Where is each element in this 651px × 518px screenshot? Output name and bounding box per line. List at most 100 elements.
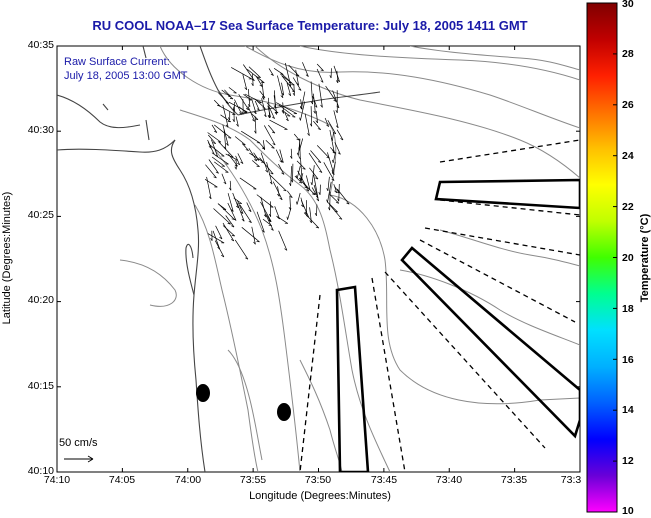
current-vector bbox=[247, 69, 265, 84]
current-vector-head bbox=[263, 214, 267, 218]
current-vector bbox=[311, 187, 317, 195]
current-vector bbox=[278, 104, 296, 118]
current-vector-head bbox=[326, 199, 328, 203]
current-vector-head bbox=[274, 111, 277, 115]
current-vector-head bbox=[281, 172, 285, 175]
plot-frame bbox=[56, 45, 581, 473]
current-vector-head bbox=[299, 117, 301, 121]
current-vector bbox=[329, 193, 340, 204]
current-vector bbox=[332, 161, 336, 174]
current-vector-head bbox=[256, 108, 260, 111]
y-tick-label: 40:10 bbox=[27, 465, 54, 477]
current-vector bbox=[244, 93, 262, 104]
current-vector-head bbox=[280, 95, 284, 98]
current-vector bbox=[231, 67, 252, 80]
current-vector-head bbox=[295, 74, 300, 77]
current-vector-head bbox=[320, 104, 323, 108]
current-vector bbox=[205, 164, 217, 179]
current-vector bbox=[207, 132, 222, 143]
current-vector-head bbox=[225, 102, 229, 104]
current-vector bbox=[255, 76, 263, 87]
current-vector bbox=[224, 89, 232, 98]
current-vector-head bbox=[296, 201, 298, 205]
current-vector bbox=[221, 173, 227, 185]
current-vector-head bbox=[316, 198, 319, 202]
current-vector bbox=[213, 124, 232, 139]
current-vector-head bbox=[244, 112, 248, 114]
current-vector-head bbox=[317, 161, 322, 163]
current-vector bbox=[281, 75, 295, 93]
current-vector bbox=[243, 64, 255, 81]
current-vector bbox=[208, 159, 219, 174]
current-vector bbox=[278, 230, 288, 251]
current-vector-head bbox=[313, 110, 316, 114]
current-vector bbox=[249, 152, 265, 163]
coastline-sandy-hook bbox=[185, 243, 195, 296]
current-vector bbox=[233, 106, 235, 122]
current-vector bbox=[288, 64, 300, 77]
current-vector-head bbox=[261, 81, 265, 84]
current-vector bbox=[327, 120, 337, 134]
contour-line bbox=[179, 109, 391, 472]
current-vector bbox=[286, 82, 292, 96]
current-vector-head bbox=[335, 125, 339, 129]
x-tick-label: 74:00 bbox=[174, 474, 202, 486]
current-vector bbox=[237, 200, 244, 214]
current-vector bbox=[222, 124, 229, 146]
current-vector-head bbox=[290, 179, 293, 183]
colorbar-tick-label: 26 bbox=[622, 99, 634, 111]
current-vector bbox=[227, 193, 234, 212]
current-vector-head bbox=[210, 238, 213, 241]
current-vector-head bbox=[310, 101, 313, 105]
coastline-staten-island bbox=[57, 94, 141, 129]
current-vector-head bbox=[214, 130, 217, 133]
current-vector-head bbox=[239, 112, 243, 115]
current-vector-head bbox=[319, 170, 323, 173]
transect-line bbox=[299, 294, 321, 472]
current-vector bbox=[274, 206, 280, 220]
current-vector bbox=[329, 130, 335, 153]
colorbar-tick-label: 18 bbox=[622, 303, 634, 315]
current-vector-head bbox=[268, 213, 272, 217]
current-vector bbox=[325, 85, 337, 102]
x-tick-label: 73:55 bbox=[239, 474, 267, 486]
current-vector bbox=[275, 149, 283, 163]
coastline-brooklyn bbox=[199, 46, 239, 116]
sampling-zones bbox=[335, 178, 580, 472]
current-vector bbox=[313, 174, 319, 199]
current-vector bbox=[282, 102, 285, 114]
current-vector bbox=[266, 162, 273, 185]
current-vector-head bbox=[270, 228, 274, 231]
current-vector-head bbox=[305, 74, 309, 77]
current-vector-head bbox=[236, 123, 239, 127]
current-vector-head bbox=[263, 114, 267, 118]
current-vector bbox=[218, 92, 229, 104]
current-vector bbox=[284, 112, 289, 122]
current-vector bbox=[310, 81, 314, 105]
current-vector-head bbox=[256, 165, 260, 168]
current-vector bbox=[311, 165, 315, 186]
current-vector bbox=[279, 149, 284, 163]
current-vector bbox=[259, 142, 266, 150]
current-vector bbox=[333, 110, 339, 128]
current-vector bbox=[241, 130, 261, 144]
current-vector bbox=[287, 207, 292, 220]
current-vector bbox=[276, 102, 297, 115]
current-vector-head bbox=[259, 84, 263, 87]
transect-line bbox=[439, 139, 580, 163]
current-vector bbox=[290, 148, 293, 159]
contour-line bbox=[159, 46, 580, 405]
current-vector-head bbox=[307, 133, 310, 136]
current-vector bbox=[296, 160, 306, 170]
current-vector-head bbox=[237, 162, 240, 166]
current-vector-head bbox=[326, 187, 329, 192]
current-vector bbox=[212, 230, 221, 250]
current-vector-head bbox=[217, 247, 221, 250]
current-vector bbox=[277, 75, 284, 98]
current-vector bbox=[242, 74, 248, 90]
x-tick-label: 73:40 bbox=[435, 474, 463, 486]
current-vector bbox=[262, 218, 272, 226]
current-vector bbox=[222, 225, 235, 237]
current-vector-head bbox=[219, 236, 223, 240]
current-vector bbox=[300, 99, 303, 110]
